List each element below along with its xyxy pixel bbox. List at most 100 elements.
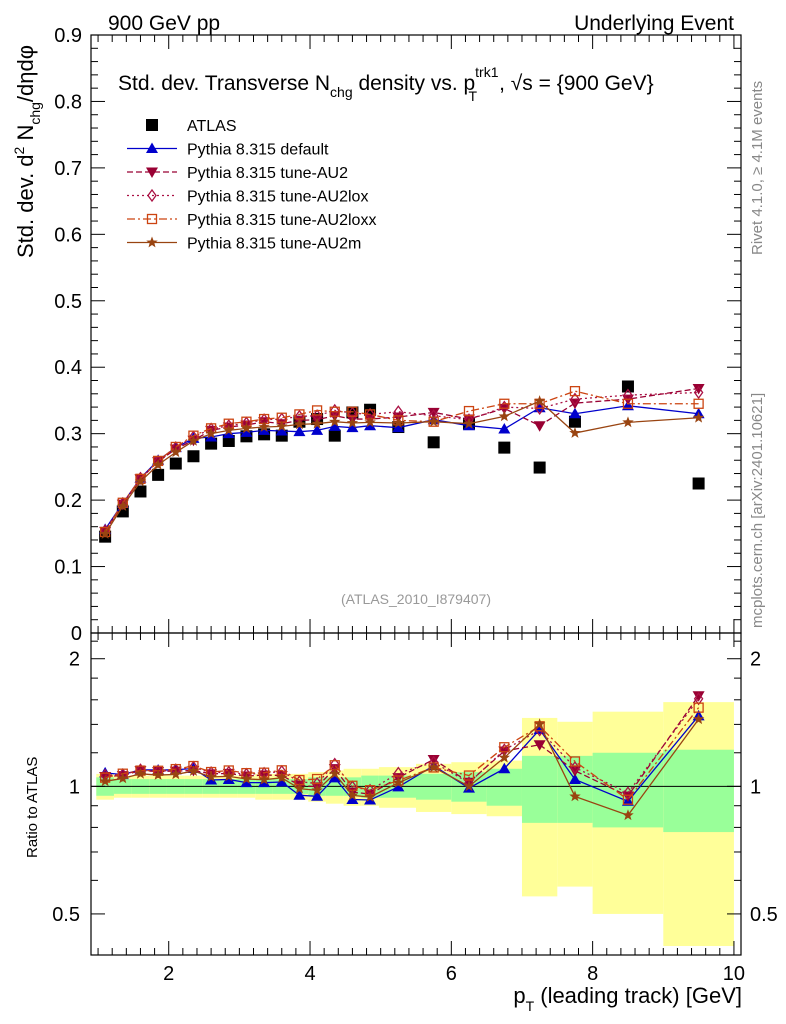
ratio-data-point	[499, 742, 510, 753]
ratio-data-point	[328, 771, 341, 783]
data-point	[463, 417, 475, 429]
ratio-y-tick-label: 0.5	[52, 904, 80, 926]
data-point	[498, 410, 510, 422]
data-point	[693, 398, 704, 409]
data-point	[152, 458, 164, 470]
data-point	[499, 398, 510, 409]
y-tick-label: 0.3	[54, 424, 82, 446]
axis-ticks	[91, 34, 741, 956]
side-label-top: Rivet 4.1.0, ≥ 4.1M events	[749, 81, 766, 255]
data-point	[569, 385, 581, 397]
ratio-plot-frame	[90, 632, 742, 956]
legend-marker	[146, 167, 158, 178]
y-tick-label: 0.4	[54, 357, 82, 379]
data-point	[392, 417, 404, 428]
ratio-data-point	[187, 765, 200, 776]
ratio-y-tick-label: 1	[69, 776, 80, 798]
ratio-data-point	[533, 718, 546, 729]
ratio-data-point	[311, 784, 323, 796]
ratio-data-point	[569, 790, 581, 802]
ratio-data-point	[205, 770, 217, 782]
data-point	[328, 420, 341, 431]
data-point	[347, 406, 358, 417]
data-point	[533, 421, 546, 432]
data-point	[346, 417, 359, 428]
legend-label: Pythia 8.315 tune-AU2lox	[187, 189, 368, 206]
data-point	[692, 477, 705, 490]
data-point	[622, 416, 634, 428]
data-point	[169, 457, 182, 470]
data-point	[568, 415, 581, 428]
ratio-y-tick-label-right: 2	[750, 649, 761, 671]
data-point	[187, 435, 200, 446]
data-point	[240, 422, 253, 434]
ratio-data-point	[346, 793, 359, 805]
ratio-data-point	[240, 773, 253, 784]
data-point	[134, 485, 147, 498]
ratio-y-axis-label: Ratio to ATLAS	[24, 757, 41, 858]
legend-marker	[146, 213, 158, 225]
ratio-data-point	[692, 691, 705, 702]
x-axis-label: pT (leading track) [GeV]	[513, 983, 742, 1014]
data-point	[533, 395, 546, 406]
ratio-data-point	[152, 769, 164, 780]
legend-label: ATLAS	[187, 118, 237, 135]
ratio-band-inner	[486, 768, 522, 806]
ratio-data-point	[692, 713, 705, 725]
data-point	[170, 446, 182, 458]
analysis-watermark: (ATLAS_2010_I879407)	[341, 591, 491, 607]
ratio-data-point	[498, 751, 510, 763]
y-tick-label: 0.6	[54, 224, 82, 246]
ratio-data-point	[568, 773, 581, 785]
data-point	[240, 426, 253, 437]
data-point	[223, 424, 235, 436]
series-line	[104, 390, 699, 533]
data-point	[534, 401, 545, 416]
data-point	[329, 415, 341, 427]
legend: ATLAS Pythia 8.315 default Pythia 8.315 tu…	[127, 118, 376, 253]
ratio-data-point	[392, 776, 404, 788]
data-point	[275, 425, 288, 436]
axis-tick-labels: 2 4 6 8 10 0 0.1 0.2 0.3 0.4 0.5 0.6 0.7 0.8 0.9 0.5 0.5…	[52, 25, 778, 985]
ratio-data-point	[569, 756, 581, 767]
data-point	[463, 405, 475, 417]
y-tick-label: 0.7	[54, 158, 82, 180]
data-point	[364, 416, 376, 428]
ratio-band-inner	[521, 755, 558, 823]
data-point	[293, 425, 306, 437]
data-point	[622, 398, 634, 409]
data-point	[623, 388, 633, 402]
data-point	[311, 417, 323, 429]
data-point	[258, 424, 271, 435]
data-point	[569, 427, 581, 438]
data-point	[134, 475, 147, 487]
ratio-data-point	[693, 702, 704, 713]
data-point	[328, 429, 341, 442]
series-line	[104, 387, 699, 532]
ratio-data-point	[293, 789, 306, 800]
series-line	[104, 400, 699, 535]
x-tick-label: 4	[304, 963, 315, 985]
data-point	[498, 441, 511, 454]
x-tick-label: 6	[446, 963, 457, 985]
data-point	[276, 420, 288, 432]
ratio-data-point	[329, 767, 341, 779]
chart-title: Std. dev. Transverse Nchg density vs. pt…	[118, 64, 654, 104]
ratio-data-point	[311, 790, 324, 801]
data-point	[99, 528, 111, 539]
y-tick-label: 0.1	[54, 557, 82, 579]
ratio-data-point	[134, 767, 147, 779]
legend-label: Pythia 8.315 tune-AU2m	[187, 236, 361, 253]
ratio-data-point	[622, 794, 634, 805]
x-tick-label: 10	[723, 963, 745, 985]
data-point	[152, 468, 165, 481]
legend-marker	[146, 142, 158, 153]
ratio-data-point	[117, 772, 129, 784]
header-right: Underlying Event	[574, 12, 734, 35]
data-point	[117, 500, 129, 511]
ratio-data-point	[498, 762, 511, 774]
ratio-series-line	[105, 698, 700, 794]
data-point	[428, 415, 440, 427]
data-point	[427, 436, 440, 449]
